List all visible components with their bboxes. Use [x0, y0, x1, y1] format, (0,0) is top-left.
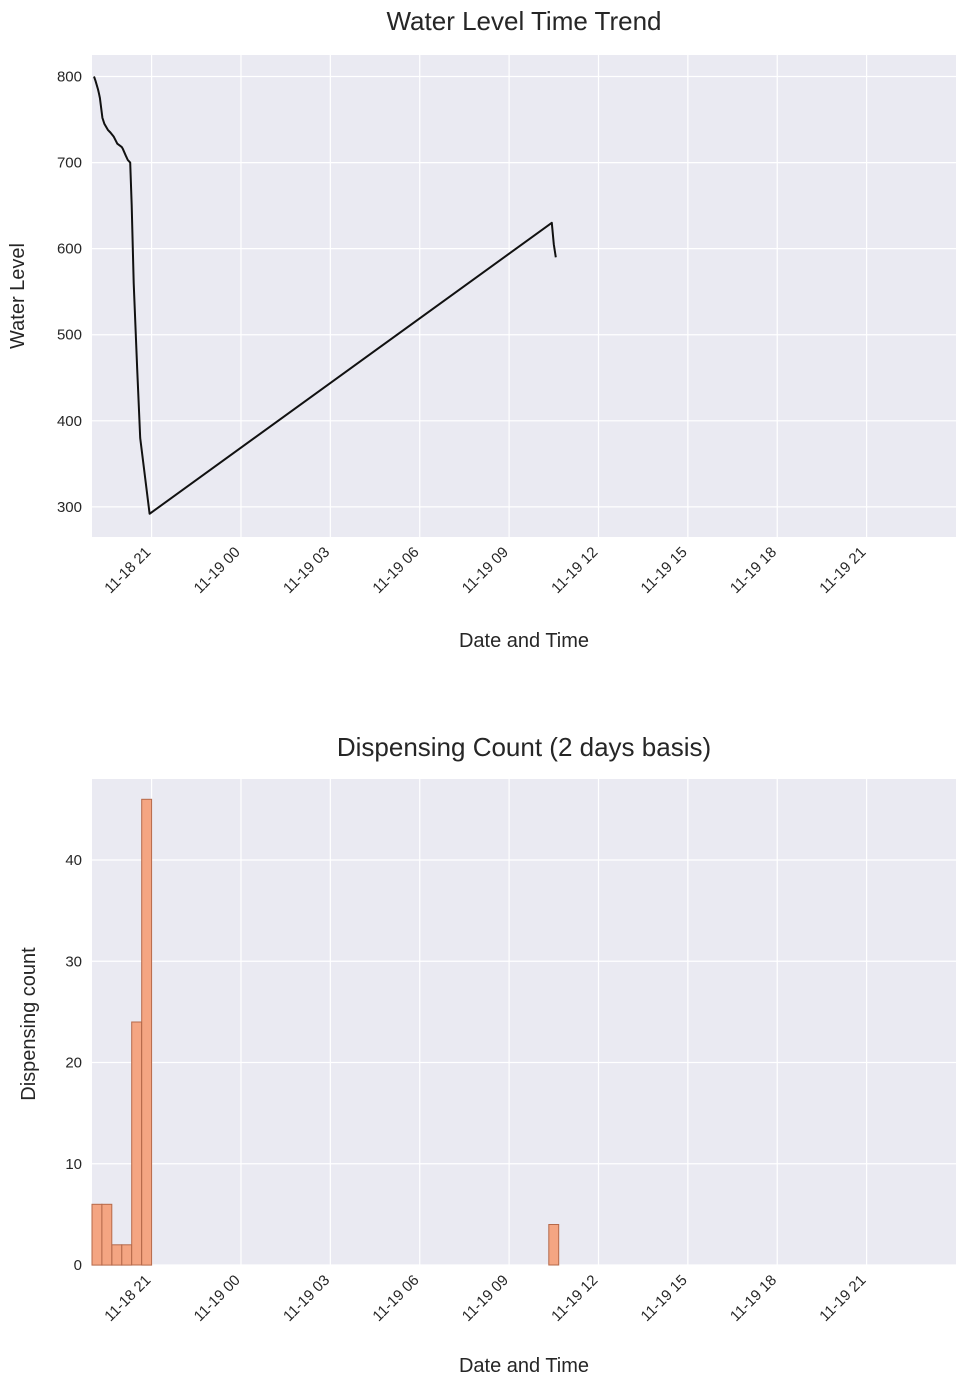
- water-level-chart: 300 400 500 600 700 800 11-18 21 11-19 00 11-19…: [7, 6, 956, 652]
- x-tick-label: 11-18 21: [101, 544, 154, 597]
- dispensing-count-chart: 0 10 20 30 40 11-18 21 11-19 00 11-19 03 11-19 …: [18, 732, 956, 1377]
- bars: [91, 798, 560, 1266]
- bar: [111, 1244, 123, 1266]
- y-axis-label: Water Level: [7, 243, 29, 349]
- y-tick-label: 400: [57, 413, 82, 430]
- plot-background: [92, 55, 956, 537]
- x-tick-label: 11-18 21: [101, 1272, 154, 1325]
- chart-title: Water Level Time Trend: [386, 6, 661, 36]
- x-tick-label: 11-19 00: [191, 544, 244, 597]
- y-tick-label: 300: [57, 499, 82, 516]
- x-tick-labels: 11-18 21 11-19 00 11-19 03 11-19 06 11-19 09…: [101, 544, 869, 597]
- y-tick-labels: 0 10 20 30 40: [65, 852, 82, 1274]
- y-axis-label: Dispensing count: [18, 947, 40, 1101]
- x-tick-label: 11-19 03: [280, 1272, 333, 1325]
- y-tick-label: 0: [74, 1257, 82, 1274]
- bar: [121, 1244, 133, 1266]
- x-tick-label: 11-19 21: [816, 1272, 869, 1325]
- x-tick-label: 11-19 03: [280, 544, 333, 597]
- bar: [101, 1203, 113, 1266]
- x-tick-label: 11-19 06: [369, 1272, 422, 1325]
- x-tick-label: 11-19 21: [816, 544, 869, 597]
- bar: [91, 1203, 103, 1266]
- x-tick-label: 11-19 18: [727, 1272, 780, 1325]
- x-axis-label: Date and Time: [459, 630, 589, 652]
- y-tick-label: 20: [65, 1055, 82, 1072]
- x-tick-label: 11-19 00: [191, 1272, 244, 1325]
- y-tick-label: 600: [57, 241, 82, 258]
- x-tick-label: 11-19 18: [727, 544, 780, 597]
- data-series: [93, 76, 557, 515]
- bar: [141, 798, 153, 1266]
- bar: [131, 1021, 143, 1266]
- y-tick-label: 700: [57, 155, 82, 172]
- bar: [548, 1224, 560, 1266]
- y-tick-label: 800: [57, 69, 82, 86]
- x-tick-labels: 11-18 21 11-19 00 11-19 03 11-19 06 11-19 09…: [101, 1272, 869, 1325]
- x-tick-label: 11-19 15: [638, 1272, 691, 1325]
- series-line: [93, 76, 557, 515]
- x-tick-label: 11-19 12: [548, 544, 601, 597]
- gridlines: [92, 55, 956, 537]
- y-tick-label: 40: [65, 852, 82, 869]
- x-tick-label: 11-19 09: [459, 544, 512, 597]
- y-tick-label: 30: [65, 953, 82, 970]
- y-tick-labels: 300 400 500 600 700 800: [57, 69, 82, 516]
- y-tick-label: 10: [65, 1156, 82, 1173]
- x-tick-label: 11-19 15: [638, 544, 691, 597]
- plot-background: [92, 779, 956, 1265]
- x-axis-label: Date and Time: [459, 1355, 589, 1377]
- x-tick-label: 11-19 06: [369, 544, 422, 597]
- chart-title: Dispensing Count (2 days basis): [337, 732, 711, 762]
- y-tick-label: 500: [57, 327, 82, 344]
- x-tick-label: 11-19 12: [548, 1272, 601, 1325]
- x-tick-label: 11-19 09: [459, 1272, 512, 1325]
